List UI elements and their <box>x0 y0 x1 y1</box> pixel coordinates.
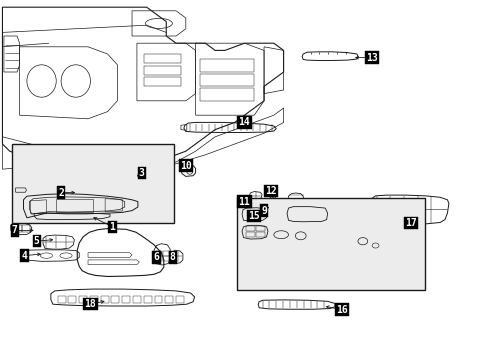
Bar <box>237 198 425 290</box>
Text: 7: 7 <box>12 225 18 235</box>
Text: 6: 6 <box>153 252 159 262</box>
Text: 2: 2 <box>58 188 64 198</box>
Text: 12: 12 <box>265 186 277 196</box>
Text: 8: 8 <box>169 252 175 262</box>
Text: 3: 3 <box>139 168 144 178</box>
Text: 17: 17 <box>404 218 416 228</box>
Text: 5: 5 <box>34 236 40 246</box>
Text: 14: 14 <box>238 117 250 127</box>
Text: 13: 13 <box>365 53 377 63</box>
Text: 4: 4 <box>21 251 27 261</box>
Text: 11: 11 <box>238 197 250 207</box>
Text: 1: 1 <box>109 222 115 232</box>
Text: 9: 9 <box>261 206 266 216</box>
Text: 16: 16 <box>336 305 347 315</box>
Bar <box>12 144 173 223</box>
Text: 10: 10 <box>180 161 191 171</box>
Text: 18: 18 <box>84 299 96 309</box>
Text: 15: 15 <box>248 211 260 221</box>
